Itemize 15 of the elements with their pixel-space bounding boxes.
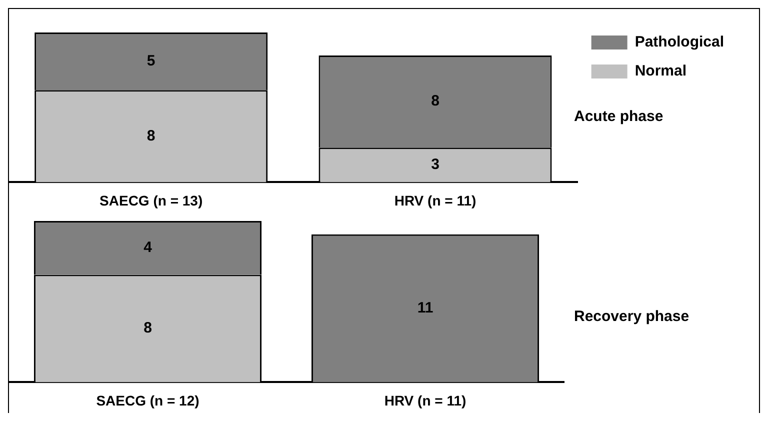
data-label: 11 [417,299,434,316]
data-label: 4 [144,239,153,256]
legend-label: Pathological [634,34,724,51]
data-label: 8 [144,320,152,337]
data-label: 3 [431,156,440,174]
x-tick-label: SAECG (n = 13) [100,192,203,208]
text: Recovery phase [574,308,690,325]
x-tick-label: SAECG (n = 12) [96,392,200,408]
annotation: Acute phase [574,108,664,125]
x-tick-label: HRV (n = 11) [394,192,476,208]
data-label: 8 [431,92,440,110]
legend-label: Normal [634,62,687,80]
x-tick-label: HRV (n = 11) [384,392,466,408]
data-label: 5 [146,52,156,70]
data-label: 8 [146,127,156,144]
